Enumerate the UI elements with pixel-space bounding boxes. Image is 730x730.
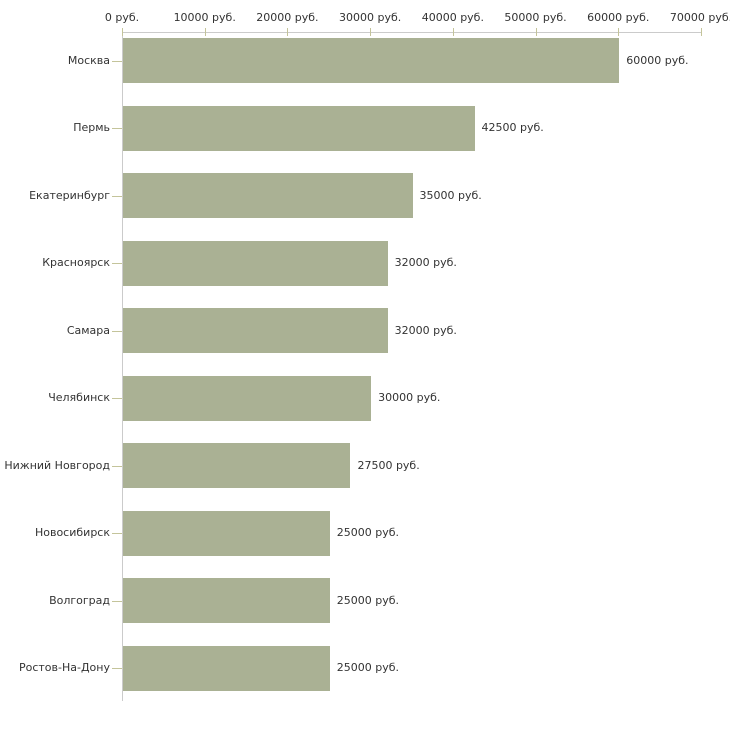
y-axis-tick: [112, 465, 122, 467]
category-label: Екатеринбург: [29, 188, 110, 202]
x-axis-tick-label: 50000 руб.: [504, 11, 567, 24]
x-axis-line: [122, 32, 702, 33]
y-axis-line: [122, 32, 123, 701]
category-label: Нижний Новгород: [4, 458, 110, 472]
value-label: 25000 руб.: [336, 661, 400, 674]
y-axis-tick: [112, 128, 122, 129]
bar: [123, 105, 475, 151]
value-label: 42500 руб.: [481, 121, 544, 134]
x-axis-tick: [204, 28, 206, 36]
x-axis-tick: [122, 28, 123, 36]
category-label: Красноярск: [42, 256, 110, 269]
value-label: 60000 руб.: [626, 53, 689, 67]
y-axis-tick: [112, 668, 122, 669]
category-label: Ростов-На-Дону: [18, 661, 110, 674]
value-label: 25000 руб.: [336, 526, 400, 539]
category-label: Челябинск: [48, 391, 110, 404]
y-axis-tick: [112, 600, 122, 602]
x-axis-tick: [535, 28, 537, 36]
x-axis-tick: [370, 28, 372, 36]
bar: [123, 173, 413, 218]
value-label: 25000 руб.: [336, 593, 400, 607]
value-label: 32000 руб.: [394, 256, 457, 269]
bar: [123, 645, 330, 691]
bar: [123, 510, 330, 556]
x-axis-tick-label: 40000 руб.: [421, 11, 484, 24]
category-label: Москва: [67, 53, 110, 67]
x-axis-tick-label: 10000 руб.: [173, 11, 236, 24]
y-axis-tick: [112, 263, 122, 264]
y-axis-tick: [112, 60, 122, 62]
bar: [123, 375, 372, 421]
y-axis-tick: [112, 330, 122, 332]
category-label: Новосибирск: [34, 526, 110, 539]
y-axis-tick: [112, 195, 122, 197]
bar: [123, 38, 620, 83]
y-axis-tick: [112, 398, 122, 399]
x-axis-tick-label: 60000 руб.: [587, 11, 650, 24]
bar: [123, 578, 330, 623]
value-label: 32000 руб.: [394, 323, 457, 337]
x-axis-tick: [452, 28, 454, 36]
x-axis-tick-label: 70000 руб.: [669, 11, 730, 24]
y-axis-tick: [112, 533, 122, 534]
category-label: Волгоград: [49, 593, 110, 607]
x-axis-tick-label: 0 руб.: [104, 11, 140, 24]
x-axis-tick: [701, 28, 702, 36]
category-label: Самара: [66, 323, 110, 337]
x-axis-tick-label: 30000 руб.: [339, 11, 402, 24]
value-label: 30000 руб.: [378, 391, 441, 404]
bar: [123, 308, 388, 353]
value-label: 27500 руб.: [357, 458, 420, 472]
x-axis-tick: [618, 28, 620, 36]
bar: [123, 240, 388, 286]
x-axis-tick: [287, 28, 289, 36]
x-axis-tick-label: 20000 руб.: [256, 11, 319, 24]
value-label: 35000 руб.: [419, 188, 482, 202]
category-label: Пермь: [73, 121, 110, 134]
bar: [123, 443, 351, 488]
